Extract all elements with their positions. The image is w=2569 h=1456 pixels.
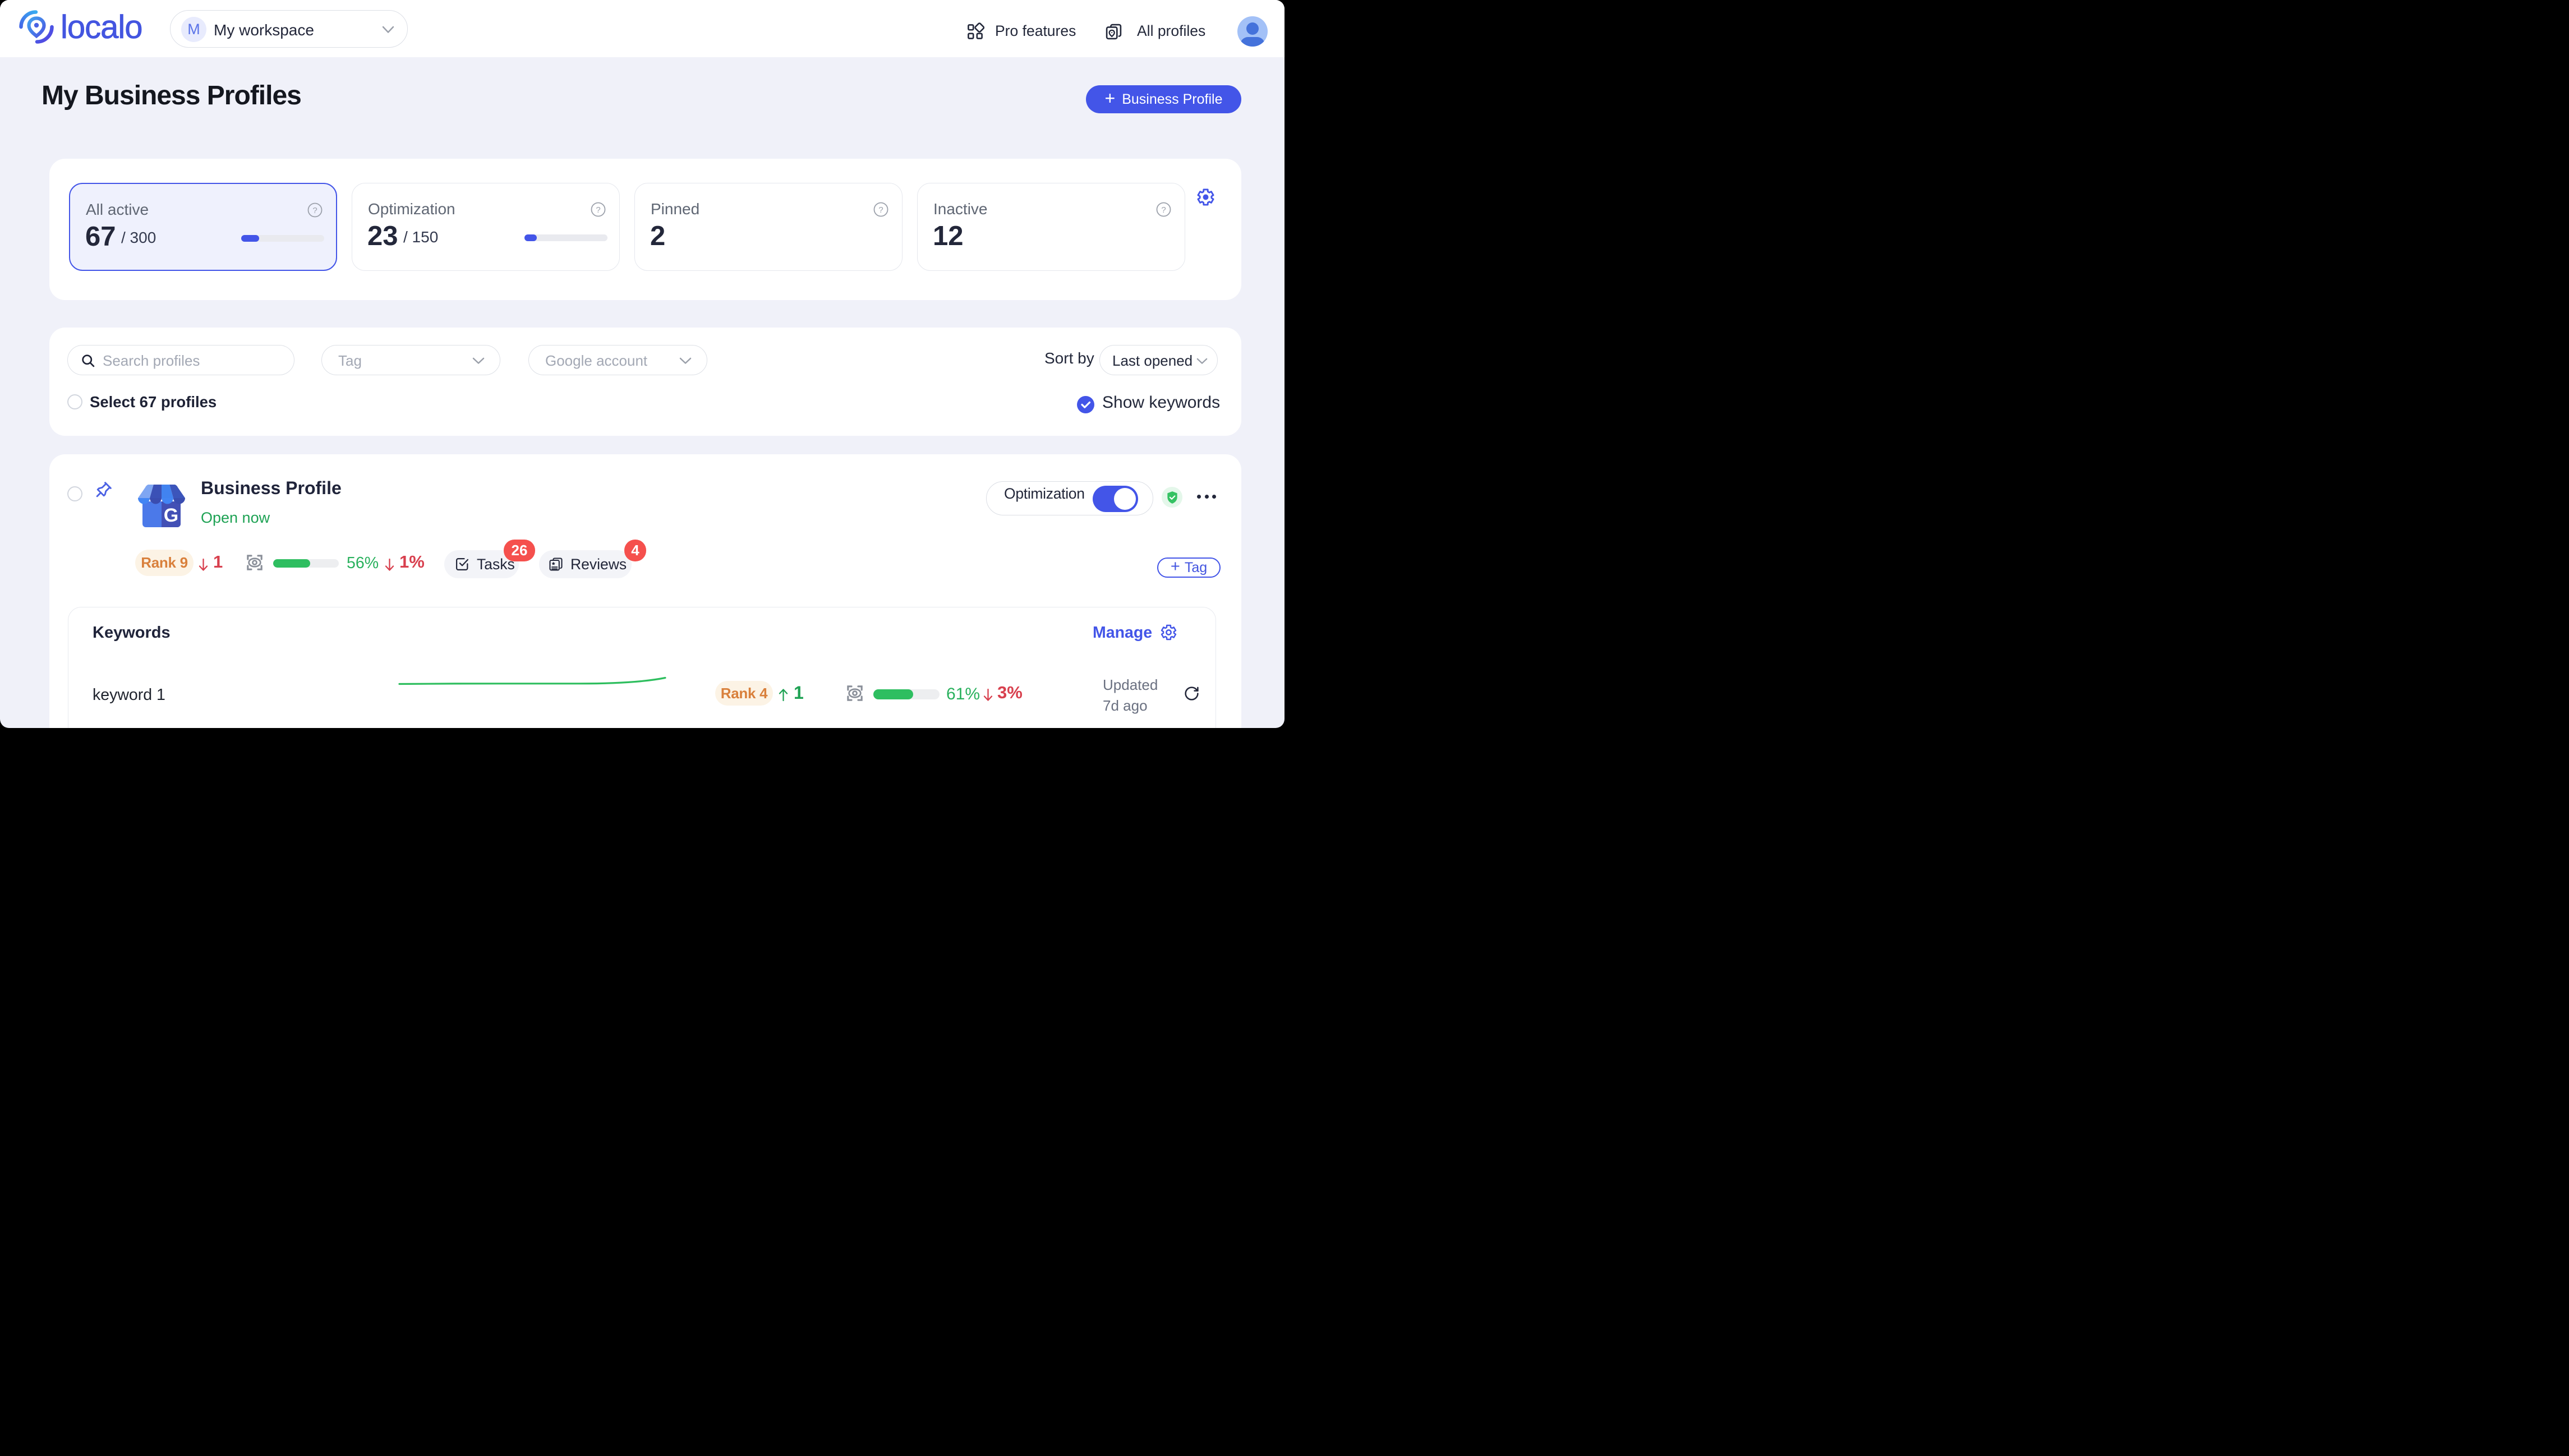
svg-text:?: ? [596, 205, 600, 215]
svg-text:?: ? [1161, 205, 1166, 215]
svg-text:G: G [164, 505, 178, 526]
svg-text:?: ? [312, 206, 317, 215]
svg-text:?: ? [878, 205, 883, 215]
